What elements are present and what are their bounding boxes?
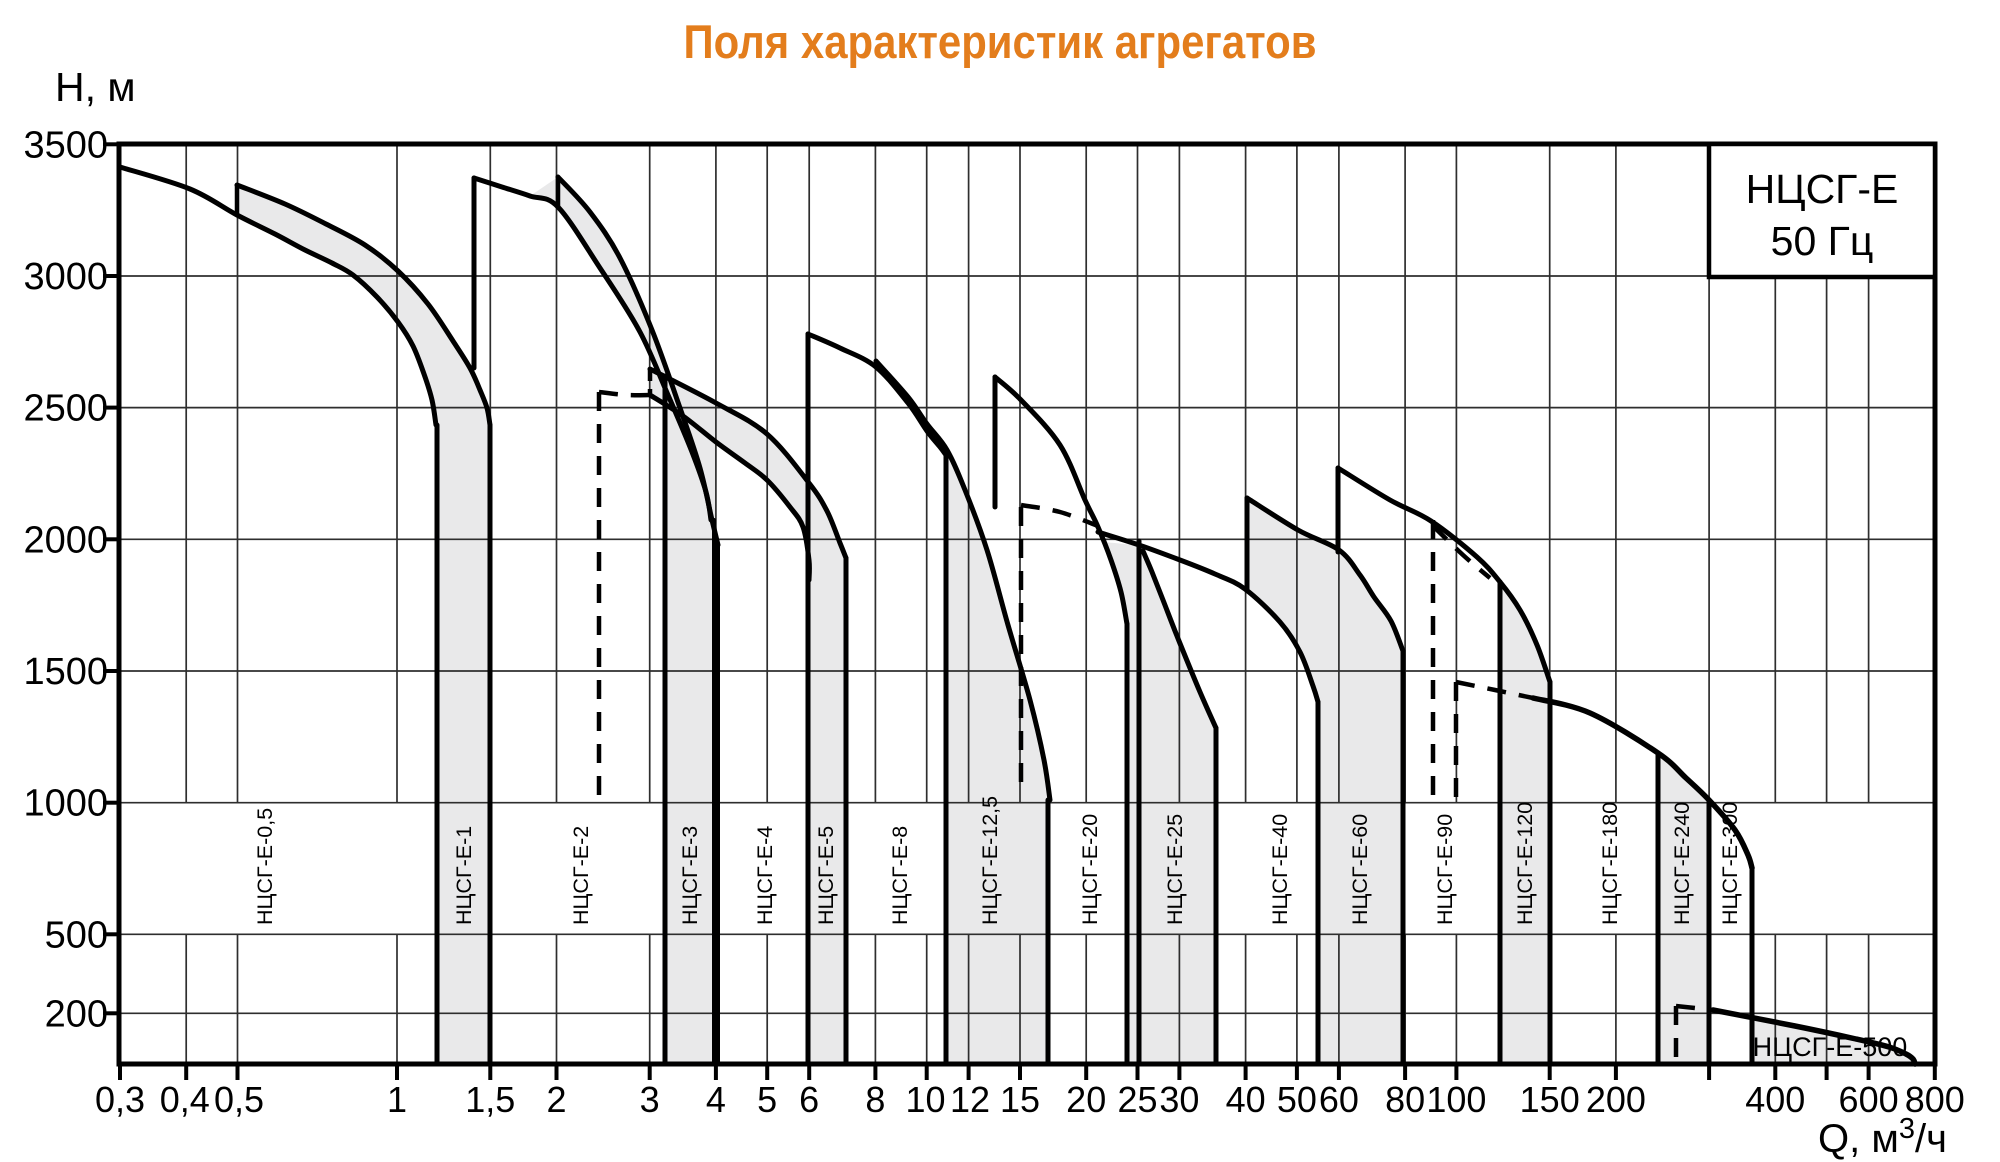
svg-text:25: 25	[1117, 1079, 1157, 1120]
svg-text:НЦСГ-Е-2: НЦСГ-Е-2	[569, 826, 593, 925]
svg-text:НЦСГ-Е-0,5: НЦСГ-Е-0,5	[253, 808, 277, 925]
svg-text:НЦСГ-Е: НЦСГ-Е	[1746, 166, 1899, 212]
svg-text:500: 500	[45, 914, 108, 956]
svg-text:НЦСГ-Е-25: НЦСГ-Е-25	[1163, 814, 1187, 925]
svg-text:3500: 3500	[23, 124, 108, 166]
svg-text:НЦСГ-Е-3: НЦСГ-Е-3	[678, 826, 702, 925]
svg-text:200: 200	[1586, 1079, 1646, 1120]
svg-text:100: 100	[1426, 1079, 1486, 1120]
svg-text:60: 60	[1319, 1079, 1359, 1120]
svg-text:НЦСГ-Е-20: НЦСГ-Е-20	[1078, 814, 1102, 925]
svg-text:200: 200	[45, 993, 108, 1035]
svg-text:80: 80	[1385, 1079, 1425, 1120]
svg-text:2: 2	[546, 1079, 566, 1120]
svg-text:12: 12	[950, 1079, 990, 1120]
svg-text:НЦСГ-Е-5: НЦСГ-Е-5	[814, 826, 838, 925]
svg-text:50 Гц: 50 Гц	[1771, 218, 1874, 264]
svg-text:НЦСГ-Е-40: НЦСГ-Е-40	[1268, 814, 1292, 925]
svg-text:0,4: 0,4	[160, 1079, 210, 1120]
svg-text:15: 15	[1000, 1079, 1040, 1120]
svg-text:800: 800	[1905, 1079, 1965, 1120]
svg-text:10: 10	[905, 1079, 945, 1120]
svg-text:НЦСГ-Е-500: НЦСГ-Е-500	[1753, 1032, 1908, 1062]
svg-text:0,3: 0,3	[95, 1079, 145, 1120]
svg-text:150: 150	[1520, 1079, 1580, 1120]
svg-text:0,5: 0,5	[214, 1079, 264, 1120]
svg-text:H, м: H, м	[55, 64, 136, 110]
svg-text:НЦСГ-Е-90: НЦСГ-Е-90	[1433, 814, 1457, 925]
svg-text:50: 50	[1277, 1079, 1317, 1120]
svg-text:5: 5	[757, 1079, 777, 1120]
svg-text:1000: 1000	[23, 783, 108, 825]
svg-text:НЦСГ-Е-12,5: НЦСГ-Е-12,5	[978, 796, 1002, 925]
svg-text:3000: 3000	[23, 256, 108, 298]
svg-text:НЦСГ-Е-60: НЦСГ-Е-60	[1348, 814, 1372, 925]
svg-text:Q, м3/ч: Q, м3/ч	[1818, 1113, 1947, 1161]
svg-text:1,5: 1,5	[465, 1079, 515, 1120]
svg-text:3: 3	[640, 1079, 660, 1120]
svg-text:НЦСГ-Е-8: НЦСГ-Е-8	[888, 826, 912, 925]
svg-text:2500: 2500	[23, 388, 108, 430]
svg-text:2000: 2000	[23, 519, 108, 561]
svg-text:НЦСГ-Е-180: НЦСГ-Е-180	[1598, 802, 1622, 925]
svg-text:НЦСГ-Е-300: НЦСГ-Е-300	[1718, 802, 1742, 925]
svg-text:30: 30	[1159, 1079, 1199, 1120]
svg-text:1500: 1500	[23, 651, 108, 693]
svg-text:6: 6	[799, 1079, 819, 1120]
svg-text:4: 4	[706, 1079, 726, 1120]
svg-text:8: 8	[865, 1079, 885, 1120]
svg-text:400: 400	[1745, 1079, 1805, 1120]
svg-text:НЦСГ-Е-240: НЦСГ-Е-240	[1670, 802, 1694, 925]
svg-text:НЦСГ-Е-1: НЦСГ-Е-1	[452, 826, 476, 925]
svg-text:НЦСГ-Е-4: НЦСГ-Е-4	[753, 826, 777, 925]
svg-text:600: 600	[1839, 1079, 1899, 1120]
svg-text:Поля характеристик агрегатов: Поля характеристик агрегатов	[684, 15, 1317, 68]
svg-text:40: 40	[1226, 1079, 1266, 1120]
svg-text:НЦСГ-Е-120: НЦСГ-Е-120	[1513, 802, 1537, 925]
svg-text:20: 20	[1066, 1079, 1106, 1120]
svg-text:1: 1	[387, 1079, 407, 1120]
